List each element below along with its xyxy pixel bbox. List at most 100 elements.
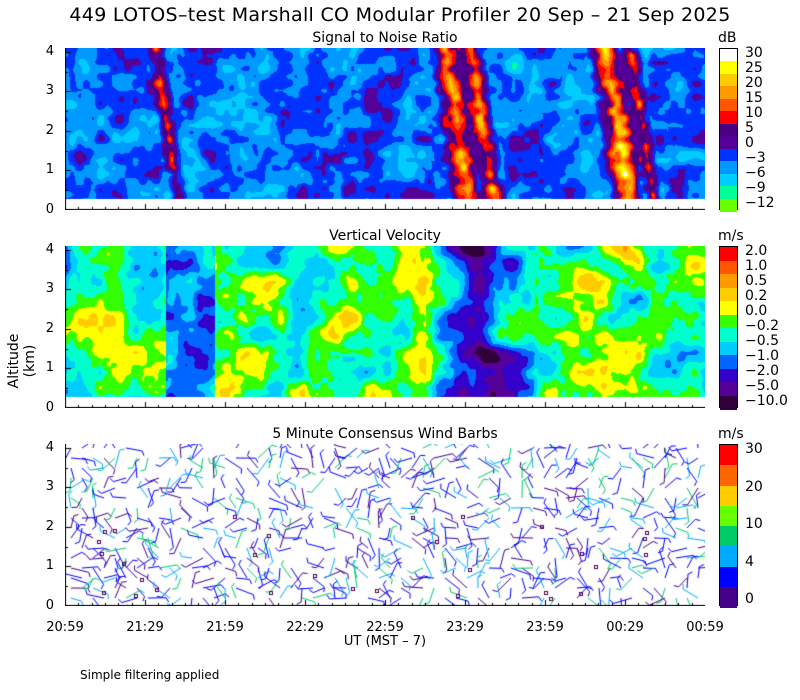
colorbar-label: −5.0 [745,378,779,394]
colorbar-swatch [720,198,737,212]
colorbar-label: −9 [745,180,766,196]
y-tick-label: 1 [45,360,54,376]
x-tick-label: 00:59 [686,620,724,635]
wind-panel [65,444,705,606]
colorbar-swatch [720,586,737,608]
vv-panel-title: Vertical Velocity [329,228,441,244]
y-tick-label: 4 [45,439,54,455]
colorbar-swatch [720,505,737,527]
colorbar-label: −12 [745,195,775,211]
y-tick-label: 3 [45,479,54,495]
colorbar-label: 1.0 [745,258,768,274]
colorbar-label: 4 [745,553,754,570]
colorbar-label: 15 [745,90,763,106]
y-tick-label: 4 [45,43,54,59]
colorbar-swatch [720,274,737,289]
wind-unit: m/s [718,426,744,442]
colorbar-swatch [720,382,737,397]
vv-heatmap [65,246,705,408]
colorbar-swatch [720,314,737,329]
x-tick-label: 22:29 [286,620,324,635]
colorbar-swatch [720,395,737,410]
colorbar-swatch [720,98,737,113]
colorbar-label: 0.2 [745,288,768,304]
y-axis-title: Altitude (km) [6,333,38,389]
colorbar-swatch [720,161,737,175]
colorbar-label: 20 [745,478,763,495]
y-tick-label: 1 [45,162,54,178]
colorbar-swatch [720,111,737,125]
x-tick-label: 00:29 [606,620,644,635]
colorbar-swatch [720,148,737,163]
vv-unit: m/s [718,228,744,244]
colorbar-swatch [720,368,737,383]
colorbar-label: 0.5 [745,273,768,289]
colorbar-swatch [720,49,737,63]
colorbar-label: 2.0 [745,243,768,259]
wind-barbs-plot [65,444,705,606]
y-tick-label: 2 [45,320,54,336]
colorbar-swatch [720,355,737,370]
y-tick-label: 2 [45,122,54,138]
x-tick-label: 22:59 [366,620,404,635]
colorbar-swatch [720,566,737,588]
filter-note: Simple filtering applied [80,668,220,682]
colorbar-label: 30 [745,441,763,457]
x-tick-label: 20:59 [46,620,84,635]
snr-heatmap [65,48,705,210]
colorbar-swatch [720,445,737,467]
y-tick-label: 0 [45,202,54,217]
colorbar-label: −3 [745,150,766,166]
colorbar-swatch [720,86,737,100]
x-tick-label: 23:59 [526,620,564,635]
colorbar-label: 5 [745,120,754,136]
colorbar [719,246,738,410]
colorbar-swatch [720,465,737,487]
colorbar-swatch [720,328,737,343]
colorbar-label: 10 [745,516,763,532]
colorbar-label: −6 [745,165,766,181]
y-tick-label: 4 [45,241,54,257]
y-tick-label: 3 [45,83,54,99]
y-tick-label: 3 [45,281,54,297]
x-tick-label: 21:59 [206,620,244,635]
colorbar-swatch [720,73,737,88]
snr-panel-title: Signal to Noise Ratio [312,30,458,46]
colorbar-label: −10.0 [745,393,788,409]
colorbar-swatch [720,341,737,356]
x-tick-label: 21:29 [126,620,164,635]
colorbar-swatch [720,186,737,200]
x-axis-title: UT (MST – 7) [343,634,427,649]
colorbar [719,48,738,212]
colorbar-label: −2.0 [745,363,779,379]
colorbar-label: 0 [745,135,754,151]
snr-panel [65,48,705,210]
colorbar-label: 30 [745,45,763,61]
colorbar-label: 10 [745,105,763,121]
chart-title: 449 LOTOS–test Marshall CO Modular Profi… [69,4,731,26]
wind-panel-title: 5 Minute Consensus Wind Barbs [272,426,498,442]
colorbar-label: −1.0 [745,348,779,364]
y-tick-label: 1 [45,558,54,574]
x-tick-label: 23:29 [446,620,484,635]
y-tick-label: 0 [45,400,54,415]
colorbar-swatch [720,485,737,507]
snr-unit: dB [718,30,737,46]
colorbar-label: 20 [745,75,763,91]
colorbar-label: 0.0 [745,303,768,319]
colorbar-swatch [720,173,737,188]
colorbar-swatch [720,287,737,302]
colorbar-swatch [720,260,737,275]
colorbar-swatch [720,546,737,568]
colorbar [719,444,738,608]
vv-panel [65,246,705,408]
colorbar-swatch [720,136,737,150]
colorbar-label: −0.2 [745,318,779,334]
colorbar-label: 25 [745,60,763,76]
y-tick-label: 0 [45,598,54,613]
colorbar-label: 0 [745,591,754,607]
y-tick-label: 2 [45,518,54,534]
colorbar-label: −0.5 [745,333,779,349]
colorbar-swatch [720,123,737,138]
colorbar-swatch [720,247,737,262]
